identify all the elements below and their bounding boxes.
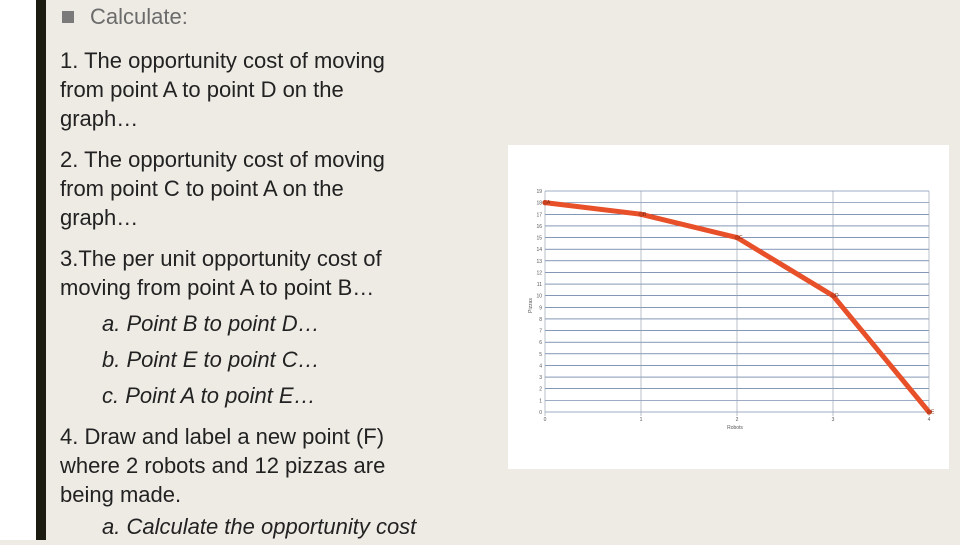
left-dark-bar <box>36 0 46 540</box>
question-2: 2. The opportunity cost of moving from p… <box>60 145 500 232</box>
question-1-line: 1. The opportunity cost of moving <box>60 48 385 73</box>
x-tick-label: 3 <box>832 417 835 423</box>
y-tick-label: 13 <box>536 259 542 265</box>
data-point <box>830 293 836 299</box>
point-label: C <box>739 235 743 241</box>
y-tick-label: 6 <box>539 340 542 346</box>
slide-text: Calculate: 1. The opportunity cost of mo… <box>60 4 500 545</box>
y-tick-label: 15 <box>536 236 542 242</box>
y-tick-label: 16 <box>536 224 542 230</box>
ppf-chart: 0 1 2 3 4 5 6 7 8 9 10 11 12 13 14 15 16 17 18 19 0 1 2 3 4 Robot… <box>508 145 949 469</box>
y-tick-label: 2 <box>539 387 542 393</box>
data-point <box>542 200 548 206</box>
question-4: 4. Draw and label a new point (F) where … <box>60 422 500 509</box>
question-1: 1. The opportunity cost of moving from p… <box>60 46 500 133</box>
question-1-line: from point A to point D on the <box>60 77 344 102</box>
heading: Calculate: <box>90 4 188 29</box>
question-2-line: from point C to point A on the <box>60 176 344 201</box>
y-tick-label: 0 <box>539 410 542 416</box>
question-2-line: graph… <box>60 205 139 230</box>
point-label: E <box>931 410 935 416</box>
question-3: 3.The per unit opportunity cost of movin… <box>60 244 500 302</box>
question-3-line: 3.The per unit opportunity cost of <box>60 246 382 271</box>
question-3-sub-a: a. Point B to point D… <box>102 311 320 336</box>
y-tick-label: 1 <box>539 398 542 404</box>
heading-row: Calculate: <box>60 4 500 30</box>
y-tick-label: 19 <box>536 189 542 195</box>
question-2-line: 2. The opportunity cost of moving <box>60 147 385 172</box>
question-4-sub-a: a. Calculate the opportunity cost <box>102 514 417 539</box>
y-tick-label: 8 <box>539 317 542 323</box>
y-tick-label: 10 <box>536 294 542 300</box>
question-4-line: where 2 robots and 12 pizzas are <box>60 453 386 478</box>
data-point <box>734 234 740 241</box>
y-tick-label: 18 <box>536 201 542 207</box>
square-bullet-icon <box>62 11 74 23</box>
y-tick-label: 12 <box>536 270 542 276</box>
question-1-line: graph… <box>60 106 139 131</box>
question-3-sub-c: c. Point A to point E… <box>102 383 316 408</box>
x-tick-label: 2 <box>736 417 739 423</box>
y-tick-label: 14 <box>536 247 542 253</box>
y-tick-label: 11 <box>537 282 542 288</box>
point-label: A <box>547 200 551 206</box>
y-tick-label: 3 <box>539 375 542 381</box>
x-tick-label: 1 <box>640 417 643 423</box>
y-tick-label: 4 <box>539 363 542 369</box>
point-label: B <box>643 212 647 218</box>
y-tick-label: 5 <box>539 352 542 358</box>
data-point <box>638 211 644 217</box>
x-tick-label: 0 <box>544 417 547 423</box>
question-4-line: being made. <box>60 482 182 507</box>
question-4-line: 4. Draw and label a new point (F) <box>60 424 385 449</box>
left-accent-bar <box>0 0 36 540</box>
x-axis-label: Robots <box>727 425 743 431</box>
y-tick-label: 9 <box>539 305 542 311</box>
x-tick-label: 4 <box>928 417 931 423</box>
question-3-line: moving from point A to point B… <box>60 275 375 300</box>
data-point <box>926 409 932 415</box>
y-tick-label: 17 <box>536 212 542 218</box>
y-axis-label: Pizzas <box>528 298 534 313</box>
y-tick-label: 7 <box>539 329 542 335</box>
question-3-sub-b: b. Point E to point C… <box>102 347 320 372</box>
point-label: D <box>835 293 839 299</box>
